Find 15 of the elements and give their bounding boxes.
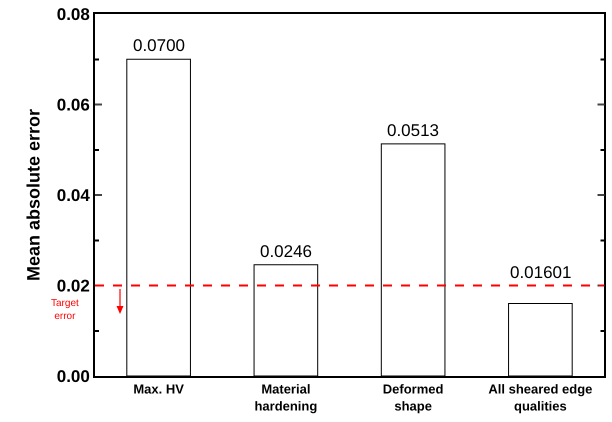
ref-line-label: Target error	[51, 298, 80, 322]
x-tick-label: All sheared edge qualities	[488, 381, 592, 414]
data-label: 0.0700	[133, 36, 185, 55]
data-label: 0.0513	[387, 121, 439, 140]
x-tick-label: Max. HV	[133, 381, 184, 396]
y-tick-label: 0.06	[56, 95, 90, 114]
x-tick-label: Material hardening	[254, 381, 318, 414]
x-tick-label: Deformed shape	[382, 381, 444, 414]
y-tick-label: 0.08	[56, 4, 90, 24]
y-tick-label: 0.00	[56, 366, 90, 386]
y-axis-title: Mean absolute error	[23, 108, 44, 282]
data-label: 0.01601	[510, 263, 572, 282]
data-label: 0.0246	[260, 242, 312, 261]
y-tick-label: 0.02	[56, 276, 90, 296]
y-tick-label: 0.04	[56, 186, 90, 205]
